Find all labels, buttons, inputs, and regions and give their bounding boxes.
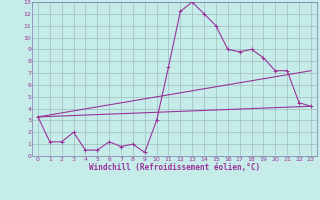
X-axis label: Windchill (Refroidissement éolien,°C): Windchill (Refroidissement éolien,°C) [89,163,260,172]
